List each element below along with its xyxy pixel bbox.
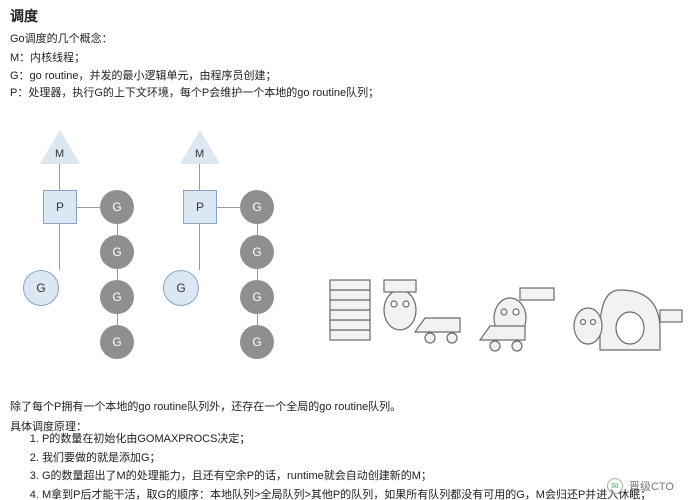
g-gray-1d: G	[100, 325, 134, 359]
g-blue-2: G	[163, 270, 199, 306]
m-label-1: M	[55, 148, 64, 160]
line-p1-blue1	[59, 224, 60, 270]
line-p2-gcol2	[217, 207, 240, 208]
intro-text: Go调度的几个概念：	[0, 28, 690, 50]
principle-item: M拿到P后才能干活，取G的顺序：本地队列>全局队列>其他P的队列，如果所有队列都…	[42, 486, 651, 500]
gopher-cart-2-icon	[480, 288, 554, 351]
page-title: 调度	[0, 0, 690, 28]
g-gray-2a: G	[240, 190, 274, 224]
line-p2-blue2	[199, 224, 200, 270]
m-label-2: M	[195, 148, 204, 160]
gcol2-spine	[257, 207, 258, 342]
watermark-text: 晋级CTO	[629, 478, 674, 494]
mpq-diagram: M P G G G G G M P G G G G G	[10, 130, 290, 390]
m-triangle-1: M	[40, 130, 80, 164]
gopher-oven-icon	[574, 290, 682, 350]
g-gray-1b: G	[100, 235, 134, 269]
brick-stack-icon	[330, 280, 370, 340]
g-gray-1c: G	[100, 280, 134, 314]
definitions: M：内核线程； G：go routine，并发的最小逻辑单元，由程序员创建； P…	[0, 50, 690, 103]
wechat-icon: ✉	[607, 478, 623, 494]
g-gray-2b: G	[240, 235, 274, 269]
g-gray-2c: G	[240, 280, 274, 314]
page-root: 调度 Go调度的几个概念： M：内核线程； G：go routine，并发的最小…	[0, 0, 690, 500]
line-m1-p1	[59, 164, 60, 190]
principle-item: 我们要做的就是添加G；	[42, 449, 651, 468]
p-square-2: P	[183, 190, 217, 224]
mid-text: 除了每个P拥有一个本地的go routine队列外，还存在一个全局的go rou…	[10, 398, 401, 414]
def-p: P：处理器，执行G的上下文环境，每个P会维护一个本地的go routine队列；	[10, 85, 690, 103]
g-gray-1a: G	[100, 190, 134, 224]
g-blue-1: G	[23, 270, 59, 306]
principle-item: G的数量超出了M的处理能力，且还有空余P的话，runtime就会自动创建新的M；	[42, 467, 651, 486]
gopher-illustration	[320, 240, 690, 380]
gopher-cart-1-icon	[384, 280, 460, 343]
g-gray-2d: G	[240, 325, 274, 359]
def-m: M：内核线程；	[10, 50, 690, 68]
line-p1-gcol1	[77, 207, 100, 208]
principle-item: P的数量在初始化由GOMAXPROCS决定；	[42, 430, 651, 449]
gcol1-spine	[117, 207, 118, 342]
def-g: G：go routine，并发的最小逻辑单元，由程序员创建；	[10, 68, 690, 86]
watermark: ✉ 晋级CTO	[607, 478, 674, 494]
p-square-1: P	[43, 190, 77, 224]
line-m2-p2	[199, 164, 200, 190]
principles-list: P的数量在初始化由GOMAXPROCS决定； 我们要做的就是添加G； G的数量超…	[28, 430, 651, 500]
m-triangle-2: M	[180, 130, 220, 164]
